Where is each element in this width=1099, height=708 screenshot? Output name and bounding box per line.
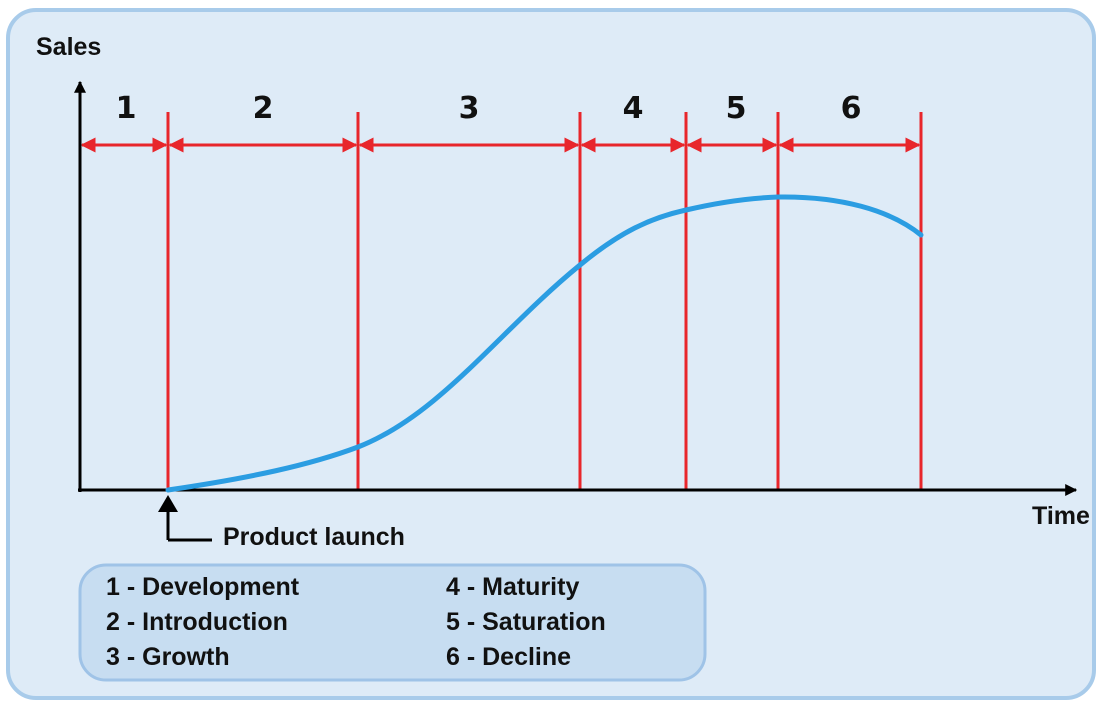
x-axis-label: Time xyxy=(1032,502,1090,530)
sales-curve xyxy=(165,194,924,493)
legend-entry: 2 - Introduction xyxy=(106,608,288,636)
stage-number: 4 xyxy=(623,91,644,126)
stage-boundaries xyxy=(166,112,923,490)
launch-annotation: Product launch xyxy=(223,523,405,551)
legend-box xyxy=(78,563,707,682)
y-axis-label: Sales xyxy=(36,33,101,61)
legend-entry: 5 - Saturation xyxy=(446,608,606,636)
stage-number: 1 xyxy=(116,91,137,126)
panel xyxy=(6,8,1096,700)
axes xyxy=(74,80,1078,496)
legend-entry: 1 - Development xyxy=(106,573,300,601)
legend-entry: 3 - Growth xyxy=(106,643,230,671)
stage-number: 3 xyxy=(459,91,480,126)
stage-number: 5 xyxy=(726,91,747,126)
launch-pointer xyxy=(158,495,212,542)
stage-number: 2 xyxy=(253,91,274,126)
legend-entry: 4 - Maturity xyxy=(446,573,579,601)
legend-entry: 6 - Decline xyxy=(446,643,571,671)
stage-number: 6 xyxy=(841,91,862,126)
